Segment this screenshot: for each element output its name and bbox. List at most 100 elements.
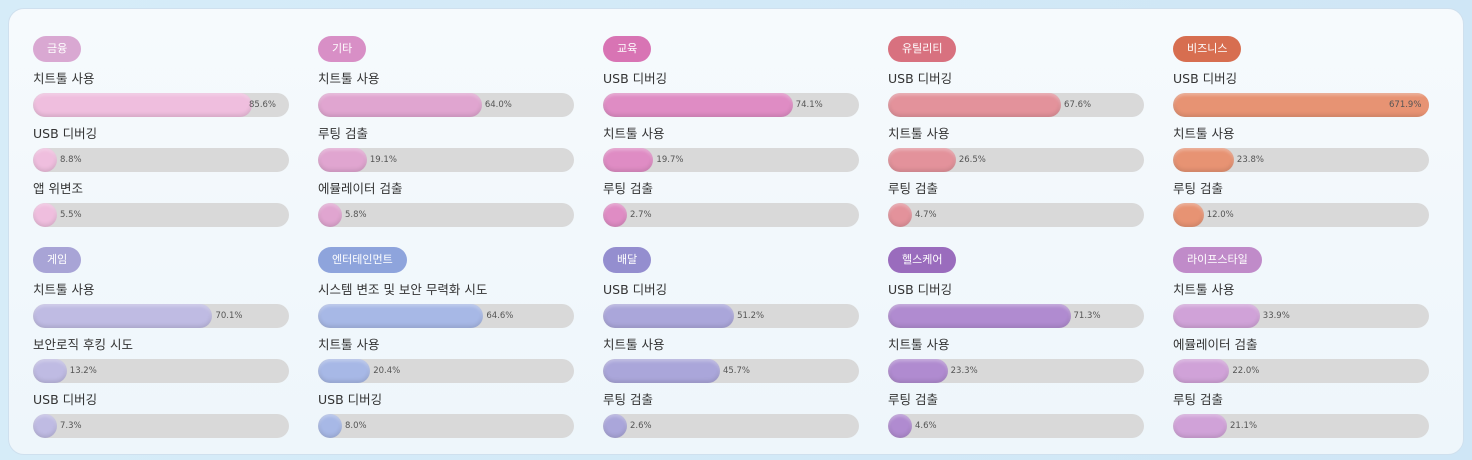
bar-track: 70.1% xyxy=(33,304,289,328)
value-label: 7.3% xyxy=(60,421,82,431)
category-label: 루팅 검출 xyxy=(603,181,653,196)
bar-track: 71.3% xyxy=(888,304,1144,328)
bar-track: 2.7% xyxy=(603,203,859,227)
category-label: 치트툴 사용 xyxy=(888,337,950,352)
bar-track: 671.9% xyxy=(1173,93,1429,117)
bar xyxy=(888,203,912,227)
value-label: 21.1% xyxy=(1230,421,1258,431)
value-label: 8.0% xyxy=(345,421,367,431)
value-label: 51.2% xyxy=(737,311,765,321)
category-label: USB 디버깅 xyxy=(603,71,668,86)
category-pill: 라이프스타일 xyxy=(1173,247,1262,273)
category-label: 치트툴 사용 xyxy=(603,337,665,352)
bar-track: 26.5% xyxy=(888,148,1144,172)
category-pill: 금융 xyxy=(33,36,82,62)
value-label: 23.8% xyxy=(1236,155,1264,165)
bar xyxy=(888,148,956,172)
category-panel: 기타 치트툴 사용 64.0% 루팅 검출 19.1% 에뮬레이터 검출 5.8% xyxy=(318,36,574,227)
value-label: 4.6% xyxy=(915,421,937,431)
value-label: 4.7% xyxy=(915,210,937,220)
bar xyxy=(888,93,1062,117)
category-pill: 비즈니스 xyxy=(1173,36,1242,62)
bar xyxy=(1173,414,1228,438)
value-label: 8.8% xyxy=(60,155,82,165)
category-pill: 엔터테인먼트 xyxy=(318,247,407,273)
value-label: 2.7% xyxy=(630,210,652,220)
bar xyxy=(33,203,57,227)
bar-track: 22.0% xyxy=(1173,359,1429,383)
category-pill: 헬스케어 xyxy=(888,247,957,273)
category-label: USB 디버깅 xyxy=(888,71,953,86)
category-pill: 배달 xyxy=(603,247,652,273)
category-panel: 배달 USB 디버깅 51.2% 치트툴 사용 45.7% 루팅 검출 2.6% xyxy=(603,247,859,438)
value-label: 2.6% xyxy=(630,421,652,431)
bar-track: 51.2% xyxy=(603,304,859,328)
bar xyxy=(1173,359,1230,383)
category-panel: 헬스케어 USB 디버깅 71.3% 치트툴 사용 23.3% 루팅 검출 4.6% xyxy=(888,247,1144,438)
category-panel: 유틸리티 USB 디버깅 67.6% 치트툴 사용 26.5% 루팅 검출 4.7% xyxy=(888,36,1144,227)
category-pill: 게임 xyxy=(33,247,82,273)
category-panel: 게임 치트툴 사용 70.1% 보안로직 후킹 시도 13.2% USB 디버깅 7.3% xyxy=(33,247,289,438)
bar xyxy=(33,359,67,383)
bar-track: 23.3% xyxy=(888,359,1144,383)
category-panel: 엔터테인먼트 시스템 변조 및 보안 무력화 시도 64.6% 치트툴 사용 20.4%… xyxy=(318,247,574,438)
category-panel: 라이프스타일 치트툴 사용 33.9% 에뮬레이터 검출 22.0% 루팅 검출 21.1% xyxy=(1173,247,1429,438)
value-label: 64.0% xyxy=(484,100,512,110)
category-label: 치트툴 사용 xyxy=(1173,126,1235,141)
bar-track: 20.4% xyxy=(318,359,574,383)
bar-track: 8.8% xyxy=(33,148,289,172)
bar xyxy=(1173,304,1260,328)
bar-track: 67.6% xyxy=(888,93,1144,117)
bar-track: 85.6% xyxy=(33,93,289,117)
category-label: 루팅 검출 xyxy=(318,126,368,141)
category-label: 에뮬레이터 검출 xyxy=(1173,337,1258,352)
value-label: 85.6% xyxy=(249,100,277,110)
category-label: 루팅 검출 xyxy=(603,392,653,407)
category-panel: 비즈니스 USB 디버깅 671.9% 치트툴 사용 23.8% 루팅 검출 12.0% xyxy=(1173,36,1429,227)
bar xyxy=(33,93,253,117)
category-panel: 교육 USB 디버깅 74.1% 치트툴 사용 19.7% 루팅 검출 2.7% xyxy=(603,36,859,227)
bar-track: 33.9% xyxy=(1173,304,1429,328)
category-pill: 기타 xyxy=(318,36,367,62)
bar-track: 23.8% xyxy=(1173,148,1429,172)
bar-track: 7.3% xyxy=(33,414,289,438)
bar xyxy=(603,414,627,438)
value-label: 23.3% xyxy=(950,366,978,376)
category-label: USB 디버깅 xyxy=(1173,71,1238,86)
value-label: 20.4% xyxy=(373,366,401,376)
category-label: 에뮬레이터 검출 xyxy=(318,181,403,196)
bar-track: 74.1% xyxy=(603,93,859,117)
category-label: USB 디버깅 xyxy=(33,126,98,141)
category-label: 루팅 검출 xyxy=(1173,181,1223,196)
bar xyxy=(318,203,342,227)
category-label: 앱 위변조 xyxy=(33,181,83,196)
value-label: 671.9% xyxy=(1389,100,1422,110)
category-label: 루팅 검출 xyxy=(1173,392,1223,407)
bar xyxy=(33,148,57,172)
category-label: 치트툴 사용 xyxy=(888,126,950,141)
category-label: 치트툴 사용 xyxy=(33,71,95,86)
bar-track: 64.6% xyxy=(318,304,574,328)
bar xyxy=(1173,203,1204,227)
bar xyxy=(318,359,371,383)
bar-track: 4.7% xyxy=(888,203,1144,227)
bar xyxy=(318,304,484,328)
bar xyxy=(318,148,367,172)
bar xyxy=(888,359,948,383)
value-label: 5.5% xyxy=(60,210,82,220)
value-label: 26.5% xyxy=(958,155,986,165)
bar-track: 19.1% xyxy=(318,148,574,172)
bar xyxy=(318,414,342,438)
category-label: 시스템 변조 및 보안 무력화 시도 xyxy=(318,282,488,297)
bar-track: 21.1% xyxy=(1173,414,1429,438)
value-label: 22.0% xyxy=(1232,366,1260,376)
value-label: 13.2% xyxy=(69,366,97,376)
bar-track: 12.0% xyxy=(1173,203,1429,227)
bar xyxy=(603,203,627,227)
bar-track: 45.7% xyxy=(603,359,859,383)
category-label: USB 디버깅 xyxy=(33,392,98,407)
value-label: 71.3% xyxy=(1073,311,1101,321)
bar-track: 13.2% xyxy=(33,359,289,383)
